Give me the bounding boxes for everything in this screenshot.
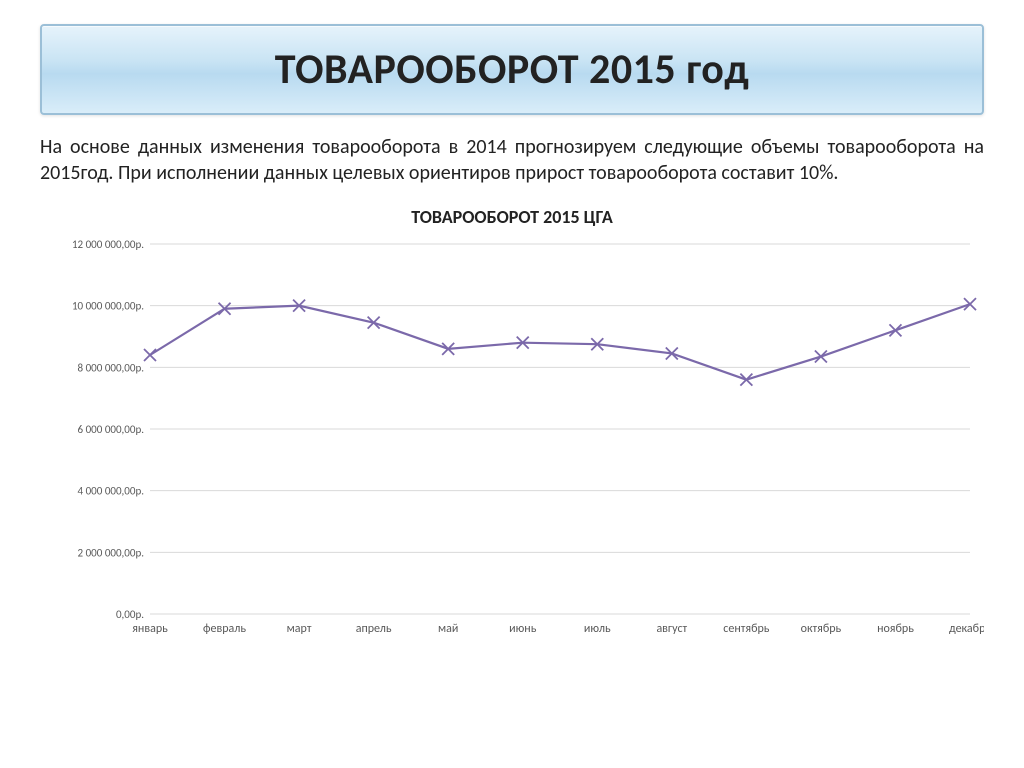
y-tick-label: 8 000 000,00р. [78, 362, 145, 375]
page-title: ТОВАРООБОРОТ 2015 год [52, 44, 972, 95]
x-tick-label: февраль [203, 622, 246, 636]
y-tick-label: 0,00р. [116, 608, 144, 621]
slide: ТОВАРООБОРОТ 2015 год На основе данных и… [0, 0, 1024, 768]
chart-title: ТОВАРООБОРОТ 2015 ЦГА [40, 206, 984, 228]
series-marker [740, 374, 752, 386]
y-tick-label: 10 000 000,00р. [72, 300, 144, 313]
series-marker [144, 349, 156, 361]
series-marker [815, 351, 827, 363]
x-tick-label: май [438, 622, 458, 636]
y-tick-label: 4 000 000,00р. [78, 485, 145, 498]
chart-container: ТОВАРООБОРОТ 2015 ЦГА 0,00р. 2 000 000,00… [40, 206, 984, 748]
x-tick-label: декабрь [949, 622, 984, 636]
y-tick-label: 2 000 000,00р. [78, 547, 145, 560]
x-tick-label: ноябрь [877, 622, 914, 636]
y-tick-label: 6 000 000,00р. [78, 423, 145, 436]
x-tick-label: август [656, 622, 687, 636]
x-tick-label: июнь [509, 622, 537, 636]
y-tick-label: 12 000 000,00р. [72, 238, 144, 251]
x-tick-label: март [287, 622, 312, 636]
series-marker [964, 298, 976, 310]
series-line [150, 304, 970, 380]
title-box: ТОВАРООБОРОТ 2015 год [40, 24, 984, 115]
series-marker [889, 325, 901, 337]
x-tick-label: апрель [356, 622, 392, 636]
x-tick-label: сентябрь [723, 622, 769, 636]
x-tick-label: октябрь [801, 622, 842, 636]
x-tick-label: январь [132, 622, 168, 636]
x-tick-label: июль [584, 622, 611, 636]
line-chart: 0,00р. 2 000 000,00р. 4 000 000,00р. 6 000 … [40, 234, 984, 654]
body-text: На основе данных изменения товарооборота… [40, 135, 984, 186]
